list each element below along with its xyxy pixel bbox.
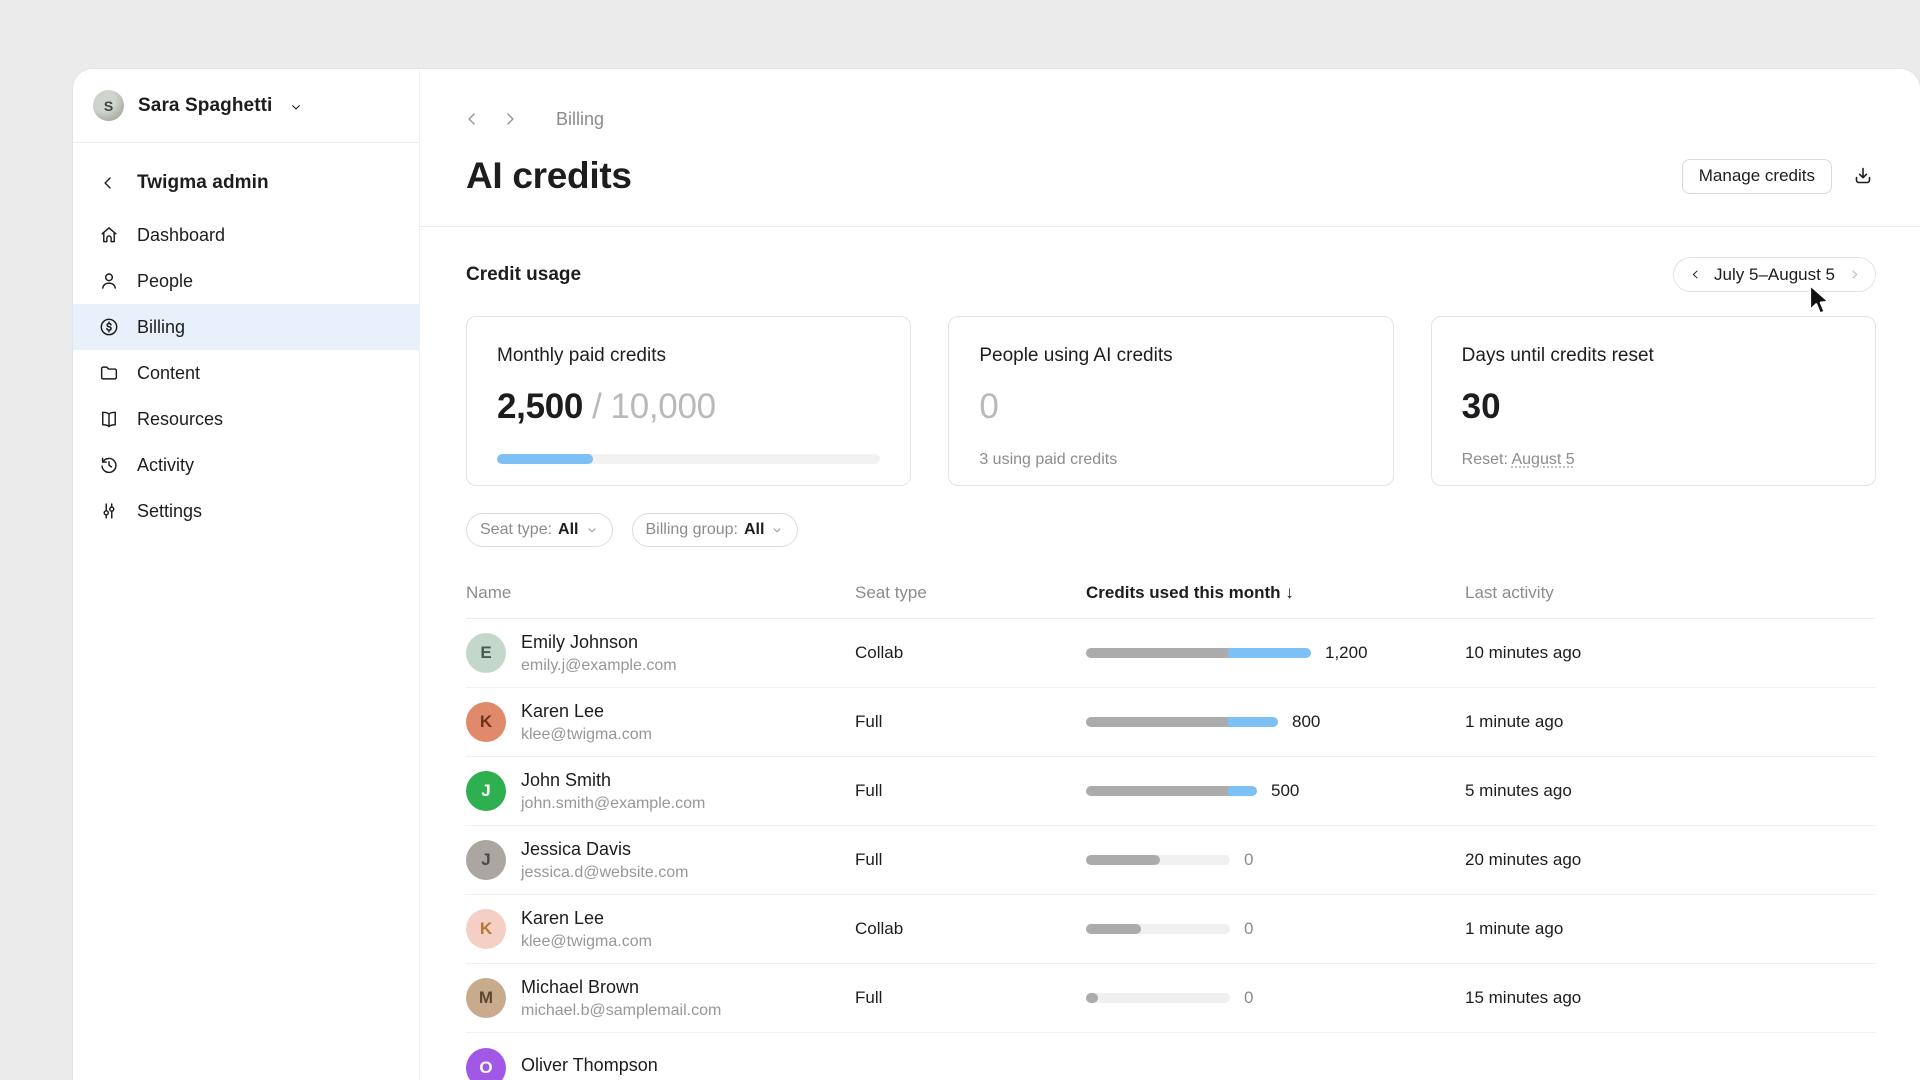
col-seat-type[interactable]: Seat type <box>855 582 927 602</box>
dollar-circle-icon <box>96 314 122 340</box>
table-row[interactable]: J John Smith john.smith@example.com Full … <box>466 757 1876 826</box>
user-name: Sara Spaghetti <box>138 94 273 116</box>
credits-usage-bar <box>1086 924 1230 934</box>
person-icon <box>96 268 122 294</box>
card-people-using-credits: People using AI credits 0 3 using paid c… <box>948 316 1394 486</box>
table-row[interactable]: K Karen Lee klee@twigma.com Full 800 1 mi… <box>466 688 1876 757</box>
breadcrumb-label[interactable]: Billing <box>556 108 605 129</box>
photo-avatar: E <box>466 633 506 673</box>
credits-usage-bar <box>1086 717 1278 727</box>
billing-group-filter[interactable]: Billing group: All <box>631 513 799 547</box>
main-content: Billing AI credits Manage credits Credit… <box>420 69 1920 1080</box>
table-row[interactable]: O Oliver Thompson <box>466 1033 1876 1080</box>
chevron-down-icon <box>774 528 781 533</box>
col-credits-used[interactable]: Credits used this month ↓ <box>1086 582 1294 602</box>
people-using-subtext: 3 using paid credits <box>979 451 1118 468</box>
section-title-credit-usage: Credit usage <box>466 263 582 285</box>
credits-usage-bar <box>1086 648 1311 658</box>
initial-avatar: J <box>466 771 506 811</box>
sidebar-item-dashboard[interactable]: Dashboard <box>73 212 419 258</box>
sort-desc-icon: ↓ <box>1285 582 1294 602</box>
sidebar: S Sara Spaghetti Twigma admin Dashboard <box>73 69 420 1080</box>
header-divider <box>420 226 1920 227</box>
credits-usage-bar <box>1086 855 1230 865</box>
nav-back-icon[interactable] <box>458 105 486 133</box>
date-range-label: July 5–August 5 <box>1714 264 1835 284</box>
user-menu[interactable]: S Sara Spaghetti <box>73 69 419 143</box>
table-row[interactable]: M Michael Brown michael.b@samplemail.com … <box>466 964 1876 1033</box>
user-avatar: S <box>93 90 124 121</box>
sidebar-item-content[interactable]: Content <box>73 350 419 396</box>
table-header: Name Seat type Credits used this month ↓… <box>466 567 1876 619</box>
sidebar-item-settings[interactable]: Settings <box>73 488 419 534</box>
app-window: S Sara Spaghetti Twigma admin Dashboard <box>73 69 1920 1080</box>
date-prev-icon[interactable] <box>1686 266 1704 284</box>
sidebar-item-people[interactable]: People <box>73 258 419 304</box>
download-icon[interactable] <box>1850 163 1876 189</box>
table-row[interactable]: J Jessica Davis jessica.d@website.com Ful… <box>466 826 1876 895</box>
sidebar-item-activity[interactable]: Activity <box>73 442 419 488</box>
photo-avatar: M <box>466 978 506 1018</box>
credits-progress-bar <box>497 454 881 464</box>
manage-credits-button[interactable]: Manage credits <box>1681 158 1832 194</box>
table-row[interactable]: K Karen Lee klee@twigma.com Collab 0 1 mi… <box>466 895 1876 964</box>
sliders-icon <box>96 498 122 524</box>
page-title: AI credits <box>466 155 632 196</box>
reset-date-subtext: Reset: August 5 <box>1461 451 1575 468</box>
credits-usage-bar <box>1086 786 1257 796</box>
sidebar-item-billing[interactable]: Billing <box>73 304 419 350</box>
table-row[interactable]: E Emily Johnson emily.j@example.com Colla… <box>466 619 1876 688</box>
initial-avatar: O <box>466 1047 506 1080</box>
card-monthly-paid-credits: Monthly paid credits 2,500 / 10,000 <box>466 316 912 486</box>
col-name[interactable]: Name <box>466 582 512 602</box>
history-icon <box>96 452 122 478</box>
workspace-name: Twigma admin <box>137 172 269 193</box>
photo-avatar: J <box>466 840 506 880</box>
seat-type-filter[interactable]: Seat type: All <box>466 513 613 547</box>
credits-total-value: 10,000 <box>610 387 717 426</box>
date-next-icon[interactable] <box>1845 266 1863 284</box>
nav-forward-icon[interactable] <box>496 105 524 133</box>
workspace-header: Twigma admin <box>73 163 419 203</box>
reset-date-link[interactable]: August 5 <box>1511 451 1575 468</box>
col-last-activity[interactable]: Last activity <box>1465 582 1554 602</box>
illustration-avatar: K <box>466 909 506 949</box>
chevron-down-icon <box>288 99 304 115</box>
card-days-until-reset: Days until credits reset 30 Reset: Augus… <box>1430 316 1876 486</box>
sidebar-nav: Dashboard People Billing <box>73 212 419 534</box>
days-until-reset-value: 30 <box>1461 387 1501 426</box>
credits-used-value: 2,500 <box>497 387 584 426</box>
people-using-value: 0 <box>979 387 999 426</box>
photo-avatar: K <box>466 702 506 742</box>
folder-icon <box>96 360 122 386</box>
date-range-selector[interactable]: July 5–August 5 <box>1673 257 1876 292</box>
chevron-down-icon <box>588 528 595 533</box>
credits-table: Name Seat type Credits used this month ↓… <box>466 567 1876 1080</box>
back-chevron-icon[interactable] <box>96 171 120 195</box>
home-icon <box>96 222 122 248</box>
book-icon <box>96 406 122 432</box>
sidebar-item-resources[interactable]: Resources <box>73 396 419 442</box>
credits-usage-bar <box>1086 993 1230 1003</box>
breadcrumb: Billing <box>458 105 1920 133</box>
